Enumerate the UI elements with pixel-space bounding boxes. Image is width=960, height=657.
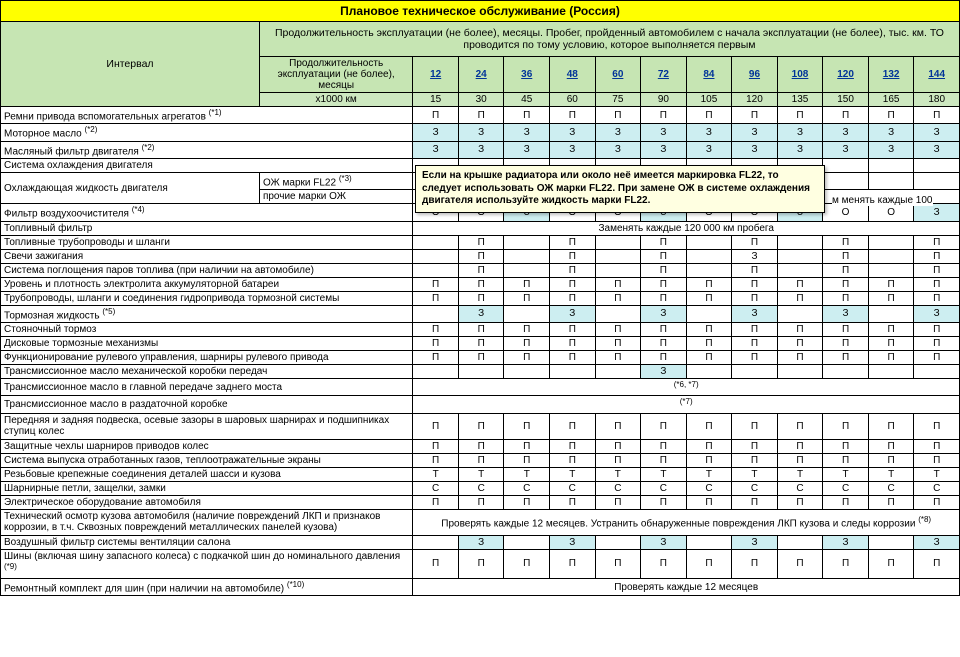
table-row: Воздушный фильтр системы вентиляции сало…: [1, 535, 960, 549]
month-header-12[interactable]: 12: [413, 57, 459, 93]
table-row: Ремонтный комплект для шин (при наличии …: [1, 578, 960, 595]
table-row: Топливный фильтрЗаменять каждые 120 000 …: [1, 221, 960, 235]
month-header-72[interactable]: 72: [641, 57, 687, 93]
table-row: Система выпуска отработанных газов, тепл…: [1, 453, 960, 467]
truncated-cell-text: м менять каждые 100: [832, 195, 933, 206]
table-row: Передняя и задняя подвеска, осевые зазор…: [1, 413, 960, 439]
month-header-60[interactable]: 60: [595, 57, 641, 93]
table-row: Моторное масло (*2)ЗЗЗЗЗЗЗЗЗЗЗЗ: [1, 124, 960, 141]
table-row: Свечи зажиганияПППЗПП: [1, 249, 960, 263]
month-header-84[interactable]: 84: [686, 57, 732, 93]
table-row: Топливные трубопроводы и шлангиПППППП: [1, 235, 960, 249]
table-row: Трансмиссионное масло механической короб…: [1, 364, 960, 378]
table-row: Ремни привода вспомогательных агрегатов …: [1, 107, 960, 124]
month-header-48[interactable]: 48: [550, 57, 596, 93]
month-header-144[interactable]: 144: [914, 57, 960, 93]
table-row: Система поглощения паров топлива (при на…: [1, 263, 960, 277]
interval-header: Интервал: [1, 22, 260, 107]
cell-comment-tooltip: Если на крышке радиатора или около неё и…: [415, 165, 825, 213]
table-row: Трансмиссионное масло в главной передаче…: [1, 378, 960, 395]
month-header-36[interactable]: 36: [504, 57, 550, 93]
table-row: Стояночный тормозПППППППППППП: [1, 322, 960, 336]
table-row: Функционирование рулевого управления, ша…: [1, 350, 960, 364]
table-row: Шины (включая шину запасного колеса) с п…: [1, 549, 960, 578]
table-row: Резьбовые крепежные соединения деталей ш…: [1, 467, 960, 481]
maintenance-table: Плановое техническое обслуживание (Росси…: [0, 0, 960, 596]
month-header-132[interactable]: 132: [868, 57, 914, 93]
month-header-96[interactable]: 96: [732, 57, 778, 93]
table-row: Дисковые тормозные механизмыПППППППППППП: [1, 336, 960, 350]
table-row: Трансмиссионное масло в раздаточной коро…: [1, 396, 960, 413]
table-row: Тормозная жидкость (*5)ЗЗЗЗЗЗ: [1, 305, 960, 322]
table-row: Защитные чехлы шарниров приводов колесПП…: [1, 439, 960, 453]
table-row: Масляный фильтр двигателя (*2)ЗЗЗЗЗЗЗЗЗЗ…: [1, 141, 960, 158]
table-row: Уровень и плотность электролита аккумуля…: [1, 277, 960, 291]
month-header-120[interactable]: 120: [823, 57, 869, 93]
month-header-108[interactable]: 108: [777, 57, 823, 93]
table-row: Шарнирные петли, защелки, замкиССССССССС…: [1, 481, 960, 495]
table-row: Технический осмотр кузова автомобиля (на…: [1, 509, 960, 535]
month-header-24[interactable]: 24: [458, 57, 504, 93]
table-row: Трубопроводы, шланги и соединения гидроп…: [1, 291, 960, 305]
table-row: Электрическое оборудование автомобиляППП…: [1, 495, 960, 509]
